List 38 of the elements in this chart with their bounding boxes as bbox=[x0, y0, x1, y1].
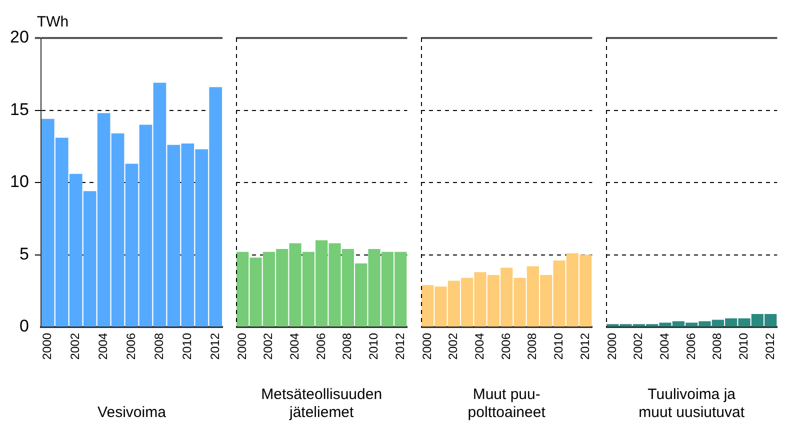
x-tick-label: 2008 bbox=[525, 332, 540, 360]
x-tick-label: 2002 bbox=[631, 332, 646, 360]
x-tick-label: 2006 bbox=[124, 332, 138, 360]
x-tick-label: 2000 bbox=[420, 332, 434, 360]
x-tick-label: 2002 bbox=[446, 332, 460, 360]
x-tick-label: 2000 bbox=[234, 332, 249, 360]
x-tick-label: 2012 bbox=[762, 332, 777, 360]
x-tick-label: 2006 bbox=[314, 332, 328, 360]
x-tick-label: 2010 bbox=[366, 332, 381, 360]
y-tick-label: 10 bbox=[10, 172, 29, 192]
x-tick-label: 2004 bbox=[472, 332, 487, 360]
x-tick-label: 2000 bbox=[40, 332, 54, 360]
x-tick-label: 2008 bbox=[710, 332, 724, 360]
x-tick-label: 2002 bbox=[68, 332, 82, 360]
x-tick-label: 2012 bbox=[578, 332, 592, 360]
y-axis-title: TWh bbox=[36, 14, 69, 31]
y-tick-label: 20 bbox=[10, 28, 29, 47]
x-tick-label: 2006 bbox=[684, 332, 698, 360]
x-tick-label: 2004 bbox=[658, 332, 672, 360]
x-tick-label: 2008 bbox=[152, 332, 166, 360]
x-tick-label: 2012 bbox=[208, 332, 222, 360]
x-tick-label: 2000 bbox=[604, 332, 619, 360]
x-tick-label: 2008 bbox=[340, 332, 354, 360]
x-axis-title: Tuulivoima ja muut uusiutuvat bbox=[638, 386, 746, 422]
x-tick-label: 2010 bbox=[180, 332, 194, 360]
x-axis-title: Metsäteollisuuden jäteliemet bbox=[261, 386, 382, 422]
x-tick-label: 2010 bbox=[736, 332, 751, 360]
x-tick-label: 2002 bbox=[261, 332, 276, 360]
x-axis-title: Vesivoima bbox=[98, 404, 167, 422]
y-tick-label: 15 bbox=[10, 100, 29, 119]
x-tick-label: 2012 bbox=[392, 332, 407, 360]
y-tick-label: 5 bbox=[19, 244, 29, 264]
x-tick-label: 2004 bbox=[288, 332, 302, 360]
x-tick-label: 2004 bbox=[96, 332, 110, 360]
x-tick-label: 2006 bbox=[498, 332, 513, 360]
y-tick-label: 0 bbox=[19, 316, 29, 336]
x-axis-title: Muut puu- polttoaineet bbox=[468, 386, 546, 422]
x-tick-label: 2010 bbox=[552, 332, 566, 360]
